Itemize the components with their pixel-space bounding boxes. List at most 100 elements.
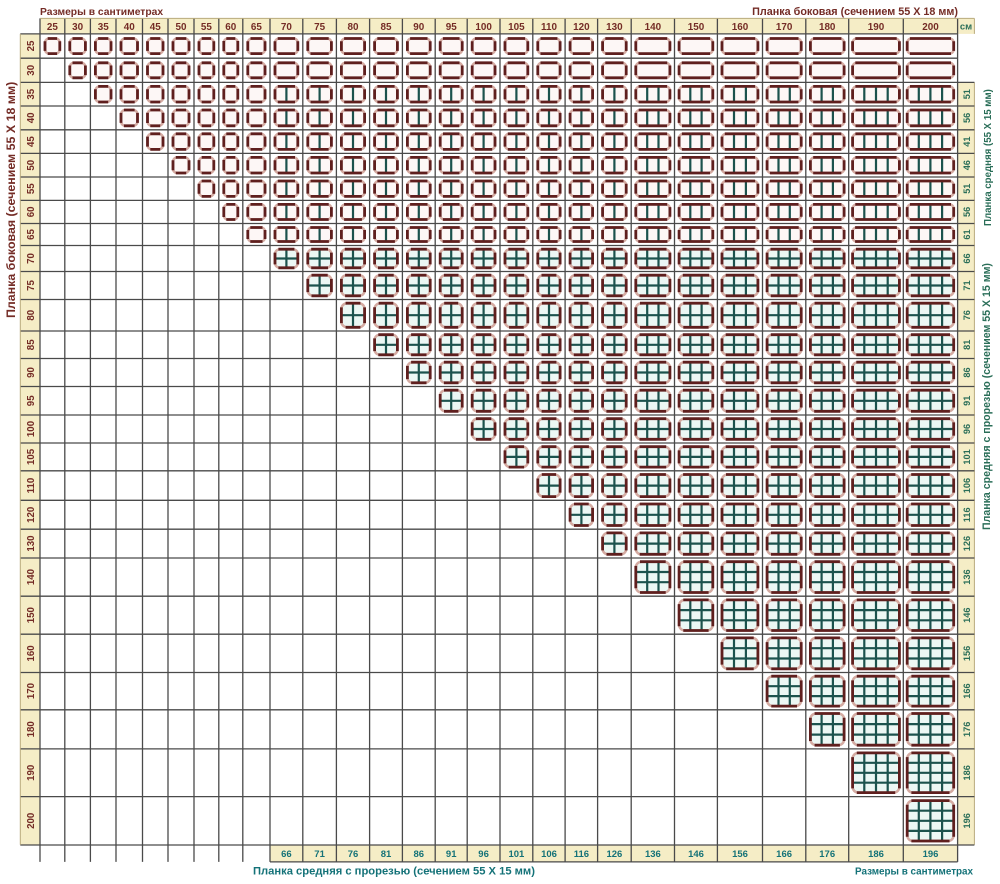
svg-text:150: 150 — [26, 607, 37, 623]
svg-text:51: 51 — [962, 89, 972, 99]
svg-text:200: 200 — [922, 22, 939, 33]
svg-text:130: 130 — [26, 536, 37, 552]
svg-text:71: 71 — [962, 280, 972, 290]
svg-text:81: 81 — [962, 340, 972, 350]
svg-text:110: 110 — [541, 22, 557, 33]
svg-text:76: 76 — [962, 310, 972, 320]
svg-text:80: 80 — [26, 310, 37, 321]
svg-text:101: 101 — [508, 849, 525, 860]
svg-text:60: 60 — [225, 22, 236, 33]
svg-text:196: 196 — [962, 813, 972, 828]
svg-text:136: 136 — [962, 569, 972, 584]
svg-text:66: 66 — [962, 253, 972, 263]
svg-text:96: 96 — [962, 424, 972, 434]
svg-text:45: 45 — [150, 22, 161, 33]
svg-text:35: 35 — [98, 22, 109, 33]
svg-text:116: 116 — [574, 849, 589, 860]
svg-text:66: 66 — [281, 849, 292, 860]
svg-text:Размеры в сантиметрах: Размеры в сантиметрах — [855, 867, 974, 878]
svg-text:96: 96 — [478, 849, 489, 860]
svg-text:126: 126 — [962, 536, 972, 551]
svg-text:85: 85 — [26, 339, 37, 350]
svg-text:70: 70 — [26, 253, 37, 264]
svg-text:90: 90 — [413, 22, 424, 33]
svg-text:Планка боковая (сечением 55 Х: Планка боковая (сечением 55 Х 18 мм) — [752, 6, 958, 18]
svg-text:76: 76 — [348, 849, 359, 860]
svg-text:75: 75 — [314, 22, 325, 33]
svg-text:130: 130 — [606, 22, 623, 33]
svg-text:150: 150 — [688, 22, 705, 33]
svg-text:176: 176 — [819, 849, 835, 860]
svg-text:Планка боковая (сечением 55 Х: Планка боковая (сечением 55 Х 18 мм) — [4, 82, 18, 318]
svg-text:156: 156 — [962, 646, 972, 661]
svg-text:170: 170 — [26, 683, 37, 699]
svg-text:126: 126 — [606, 849, 622, 860]
svg-text:Планка средняя с прорезью (сеч: Планка средняя с прорезью (сечением 55 Х… — [253, 866, 535, 878]
svg-text:см: см — [960, 22, 972, 33]
svg-text:30: 30 — [26, 65, 37, 76]
svg-text:190: 190 — [868, 22, 885, 33]
svg-text:190: 190 — [26, 765, 37, 781]
svg-text:81: 81 — [381, 849, 392, 860]
svg-text:95: 95 — [26, 395, 37, 406]
svg-text:186: 186 — [868, 849, 884, 860]
svg-text:91: 91 — [446, 849, 457, 860]
svg-text:60: 60 — [26, 207, 37, 218]
svg-text:35: 35 — [26, 88, 37, 99]
svg-text:160: 160 — [26, 645, 37, 661]
svg-text:Планка средняя с прорезью (сеч: Планка средняя с прорезью (сечением 55 Х… — [981, 263, 993, 530]
svg-text:51: 51 — [962, 184, 972, 194]
svg-text:86: 86 — [962, 367, 972, 377]
svg-text:110: 110 — [26, 478, 37, 494]
svg-text:40: 40 — [26, 113, 37, 124]
svg-text:176: 176 — [962, 722, 972, 737]
svg-text:116: 116 — [962, 507, 972, 522]
svg-text:71: 71 — [314, 849, 325, 860]
svg-text:160: 160 — [732, 22, 749, 33]
svg-text:180: 180 — [819, 22, 836, 33]
svg-text:75: 75 — [26, 280, 37, 291]
svg-text:90: 90 — [26, 367, 37, 378]
svg-text:180: 180 — [26, 721, 37, 737]
svg-text:65: 65 — [251, 22, 262, 33]
svg-text:100: 100 — [475, 22, 492, 33]
svg-text:166: 166 — [776, 849, 792, 860]
svg-text:85: 85 — [381, 22, 392, 33]
svg-text:100: 100 — [26, 421, 37, 437]
svg-text:166: 166 — [962, 683, 972, 698]
svg-text:61: 61 — [962, 229, 972, 239]
svg-text:186: 186 — [962, 765, 972, 780]
svg-text:56: 56 — [962, 207, 972, 217]
svg-text:46: 46 — [962, 160, 972, 170]
svg-text:65: 65 — [26, 229, 37, 240]
svg-text:Планка средняя (55 Х 15 мм): Планка средняя (55 Х 15 мм) — [983, 89, 994, 226]
svg-text:40: 40 — [124, 22, 135, 33]
svg-text:91: 91 — [962, 396, 972, 406]
svg-text:70: 70 — [281, 22, 292, 33]
svg-text:200: 200 — [26, 813, 37, 829]
svg-text:146: 146 — [962, 608, 972, 623]
svg-text:120: 120 — [573, 22, 590, 33]
svg-text:25: 25 — [47, 22, 58, 33]
svg-text:50: 50 — [176, 22, 187, 33]
svg-text:106: 106 — [962, 478, 972, 493]
svg-text:45: 45 — [26, 136, 37, 147]
svg-text:105: 105 — [26, 448, 37, 465]
svg-text:30: 30 — [72, 22, 83, 33]
svg-text:Размеры в сантиметрах: Размеры в сантиметрах — [40, 7, 163, 18]
svg-text:101: 101 — [962, 449, 972, 464]
svg-text:41: 41 — [962, 136, 972, 146]
svg-text:86: 86 — [414, 849, 425, 860]
svg-text:196: 196 — [923, 849, 939, 860]
svg-text:106: 106 — [541, 849, 557, 860]
svg-text:25: 25 — [26, 40, 37, 51]
svg-text:80: 80 — [348, 22, 359, 33]
svg-text:156: 156 — [732, 849, 748, 860]
svg-text:120: 120 — [26, 507, 37, 523]
svg-text:56: 56 — [962, 113, 972, 123]
svg-text:140: 140 — [645, 22, 662, 33]
svg-text:136: 136 — [645, 849, 661, 860]
svg-text:146: 146 — [688, 849, 704, 860]
svg-text:95: 95 — [446, 22, 457, 33]
svg-text:55: 55 — [26, 183, 37, 194]
